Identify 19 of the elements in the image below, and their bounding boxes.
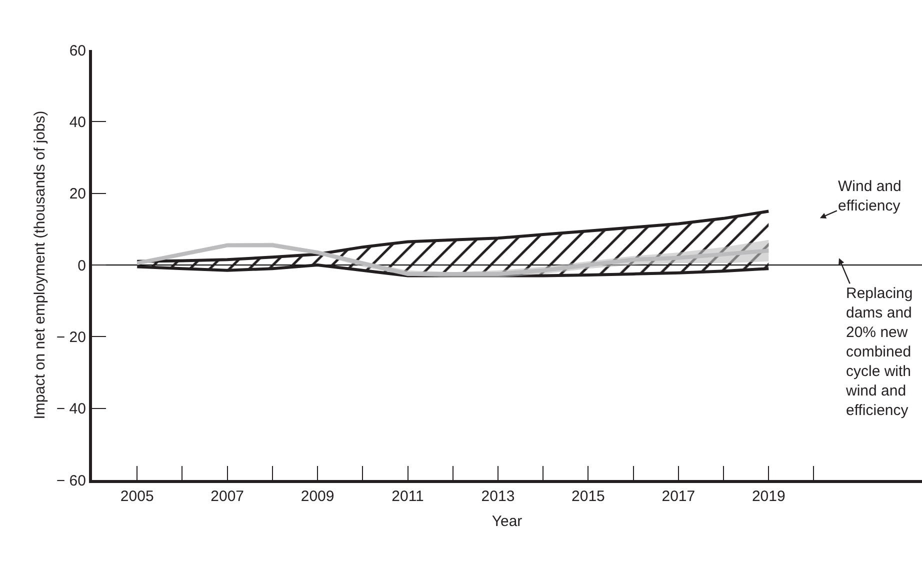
y-tick-label: − 20 xyxy=(56,328,86,346)
annotation: Replacing dams and 20% new combined cycle with wind and efficiency xyxy=(845,285,913,419)
y-axis-title: Impact on net employment (thousands of jobs) xyxy=(32,110,49,420)
x-tick-label: 2017 xyxy=(662,488,696,505)
y-tick-label: 0 xyxy=(78,257,86,274)
x-tick-label: 2011 xyxy=(392,488,424,505)
y-tick-label: 40 xyxy=(69,114,86,131)
annotation: Wind and efficiency xyxy=(838,178,902,214)
x-tick-label: 2015 xyxy=(572,488,605,505)
x-tick-label: 2009 xyxy=(300,488,334,505)
x-tick-label: 2019 xyxy=(752,488,786,505)
x-tick-label: 2005 xyxy=(120,488,154,505)
y-tick-label: 60 xyxy=(69,42,86,60)
y-tick-label: − 60 xyxy=(56,472,86,490)
x-axis-title: Year xyxy=(492,513,522,530)
x-tick-label: 2007 xyxy=(210,488,244,505)
x-tick-label: 2013 xyxy=(481,488,515,505)
y-tick-label: − 40 xyxy=(56,400,86,418)
y-tick-label: 20 xyxy=(69,186,86,203)
